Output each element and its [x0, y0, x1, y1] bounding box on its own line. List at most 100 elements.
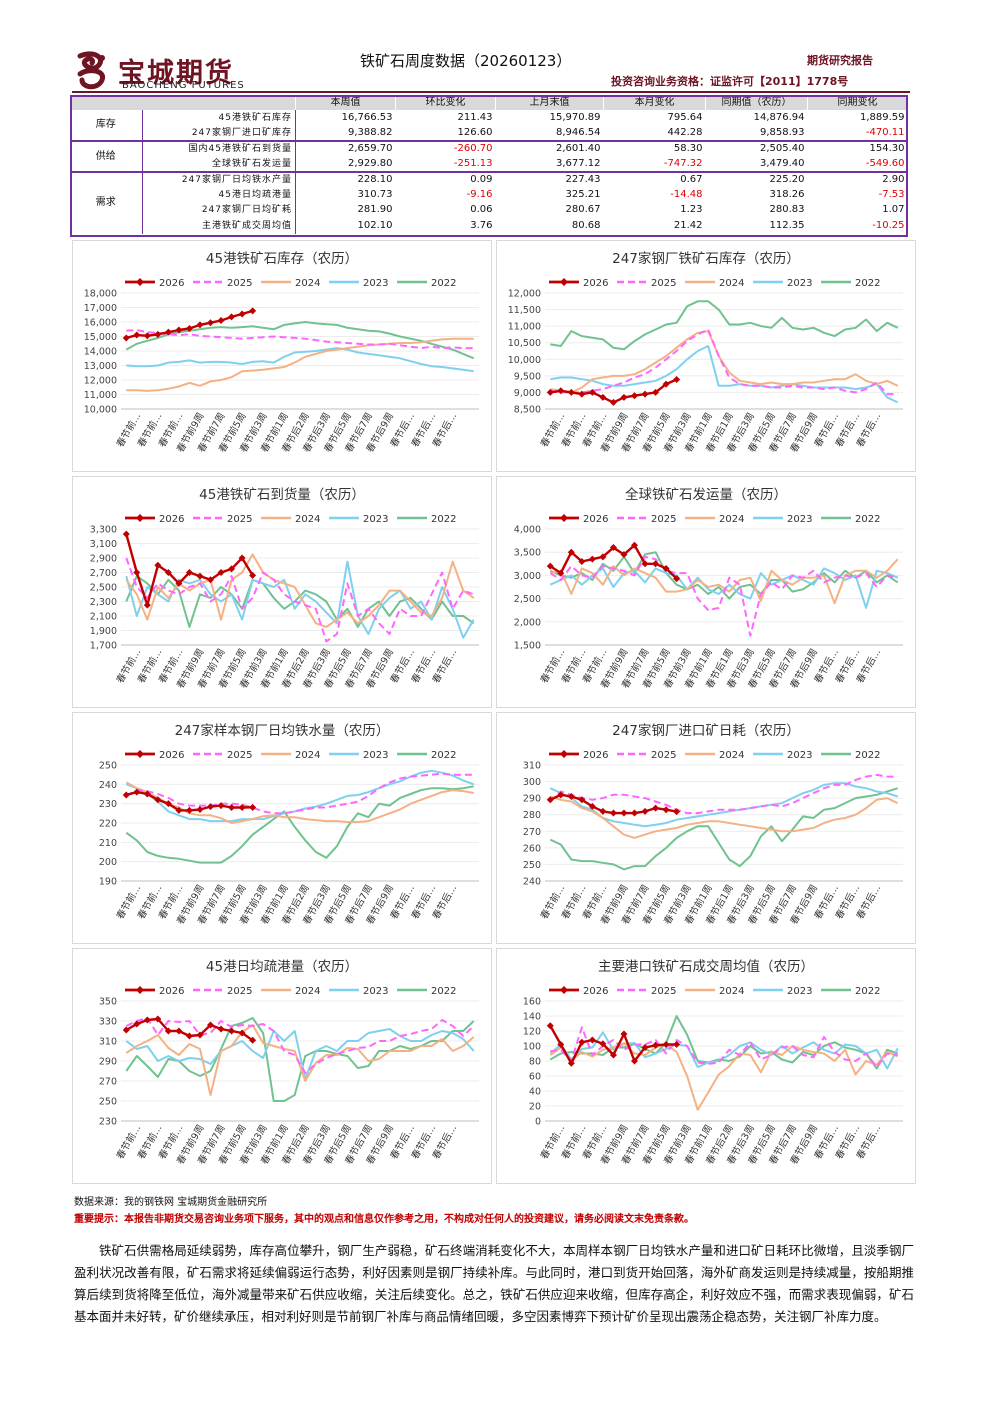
- legend-label: 2025: [227, 514, 252, 525]
- table-value-cell: 227.43: [495, 170, 604, 188]
- table-value-cell: 16,766.53: [341, 112, 393, 124]
- chart-title: 247家样本钢厂日均铁水量（农历）: [175, 722, 390, 739]
- legend-marker: [560, 278, 568, 286]
- legend-label: 2023: [363, 986, 388, 997]
- table-item-cell: 247家钢厂日均铁水产量: [142, 170, 296, 188]
- legend-label: 2024: [719, 278, 744, 289]
- data-point-2026: [567, 792, 575, 800]
- data-point-2026: [185, 569, 193, 576]
- data-point-2026: [578, 796, 586, 804]
- series-line-2022: [125, 785, 474, 864]
- table-item-cell: 247家钢厂进口矿库存: [142, 125, 296, 142]
- table-value-cell: -260.70: [395, 140, 496, 157]
- data-point-2026: [122, 1026, 130, 1034]
- y-tick-label: 100: [523, 1042, 541, 1053]
- data-point-2026: [143, 332, 151, 340]
- data-point-2026: [133, 331, 141, 339]
- table-value-cell: -251.13: [453, 157, 493, 169]
- data-point-2026: [249, 803, 257, 811]
- legend-label: 2026: [159, 750, 184, 761]
- table-row: 247家钢厂进口矿库存 9,388.82 126.60 8,946.54 442.28 9…: [70, 125, 908, 142]
- logo-chinese-name: 宝城期货: [118, 58, 234, 89]
- table-value-cell: 318.26: [769, 189, 805, 201]
- series-line-2025: [550, 328, 898, 396]
- data-point-2026: [228, 565, 236, 573]
- data-source-note: 数据来源：我的钢铁网 宝城期货金融研究所: [74, 1197, 268, 1208]
- data-point-2026: [557, 387, 565, 395]
- table-value-cell: 442.28: [667, 126, 703, 138]
- series-line-2025: [125, 1017, 475, 1074]
- data-point-2026: [652, 1041, 660, 1049]
- legend-label: 2022: [855, 986, 880, 997]
- y-tick-label: 80: [529, 1057, 541, 1068]
- y-tick-label: 12,000: [84, 376, 117, 387]
- legend-label: 2025: [651, 750, 676, 761]
- legend-label: 2025: [227, 278, 252, 289]
- series-line-2022: [550, 300, 899, 351]
- y-tick-label: 0: [535, 1117, 541, 1128]
- data-point-2026: [557, 569, 565, 577]
- chart-port-trading: 主要港口铁矿石成交周均值（农历） 2026 2025 2024 2023 2022 0 20 4…: [496, 948, 916, 1184]
- data-point-2026: [546, 562, 554, 570]
- y-tick-label: 10,000: [84, 405, 117, 416]
- legend-label: 2025: [227, 986, 252, 997]
- y-tick-label: 250: [99, 761, 117, 772]
- header-divider: [72, 91, 910, 93]
- chart-title: 247家钢厂进口矿日耗（农历）: [612, 722, 800, 739]
- y-tick-label: 2,500: [514, 594, 541, 605]
- data-point-2026: [641, 390, 649, 398]
- legend-label: 2024: [719, 514, 744, 525]
- legend-label: 2026: [583, 278, 608, 289]
- y-tick-label: 3,100: [90, 539, 117, 550]
- table-category-cell: 库存: [70, 110, 143, 142]
- table-header-cell: 本周值: [295, 95, 396, 111]
- table-row: 45港日均疏港量 310.73 -9.16 325.21 -14.48 318.26 -7.…: [70, 187, 908, 203]
- legend-marker: [560, 986, 568, 994]
- data-point-2026: [620, 1030, 628, 1038]
- logo-english-name: BAOCHENG FUTURES: [122, 80, 245, 91]
- legend-label: 2025: [651, 514, 676, 525]
- legend-label: 2024: [295, 750, 320, 761]
- data-point-2026: [578, 557, 586, 565]
- data-point-2026: [238, 310, 246, 318]
- series-line-2025: [549, 555, 898, 637]
- y-tick-label: 120: [523, 1027, 541, 1038]
- license-label: 投资咨询业务资格：证监许可【2011】1778号: [611, 75, 849, 88]
- data-point-2026: [609, 398, 617, 406]
- series-line-2023: [550, 345, 899, 404]
- data-point-2026: [620, 551, 628, 559]
- table-value-cell: 0.06: [470, 204, 493, 216]
- table-value-cell: 2,929.80: [347, 157, 393, 169]
- y-tick-label: 250: [99, 1097, 117, 1108]
- data-point-2026: [662, 380, 670, 388]
- table-value-cell: 310.73: [357, 189, 393, 201]
- y-tick-label: 12,000: [508, 289, 541, 300]
- series-line-2024: [126, 337, 474, 392]
- series-line-2024: [550, 795, 899, 839]
- y-tick-label: 2,300: [90, 597, 117, 608]
- y-tick-label: 310: [523, 761, 541, 772]
- legend-label: 2024: [295, 986, 320, 997]
- y-tick-label: 16,000: [84, 318, 117, 329]
- legend-label: 2022: [855, 278, 880, 289]
- chart-mill-inventory: 247家钢厂铁矿石库存（农历） 2026 2025 2024 2023 2022 8,500…: [496, 240, 916, 472]
- y-tick-label: 210: [99, 838, 117, 849]
- y-tick-label: 270: [523, 827, 541, 838]
- data-point-2026: [154, 796, 162, 804]
- table-value-cell: 1.07: [882, 204, 905, 216]
- table-value-cell: 21.42: [673, 219, 703, 231]
- data-point-2026: [631, 1057, 638, 1065]
- chart-port-outflow: 45港日均疏港量（农历） 2026 2025 2024 2023 2022 230 250 27…: [72, 948, 492, 1184]
- data-point-2026: [588, 802, 596, 810]
- data-point-2026: [238, 804, 246, 812]
- series-line-2025: [549, 773, 898, 815]
- table-value-cell: 2,601.40: [495, 140, 604, 157]
- chart-title: 45港铁矿石到货量（农历）: [199, 486, 365, 503]
- series-line-2025: [125, 557, 475, 643]
- data-point-2026: [196, 805, 204, 813]
- data-point-2026: [143, 601, 151, 609]
- table-header-cell: 上月末值: [495, 95, 604, 111]
- y-tick-label: 3,000: [514, 571, 541, 582]
- table-value-cell: 102.10: [357, 219, 393, 231]
- legend-label: 2025: [227, 750, 252, 761]
